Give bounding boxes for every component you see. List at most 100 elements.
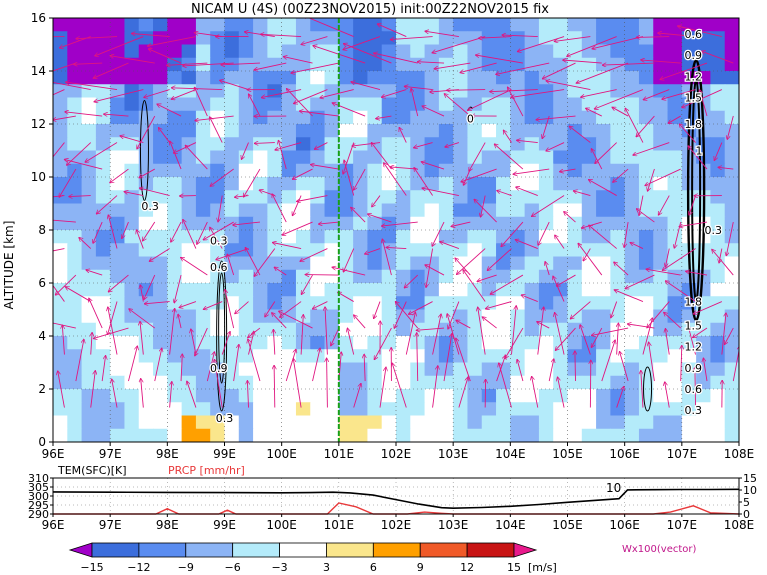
surface-x-tick-label: 101E — [324, 518, 355, 532]
contour-label: 1 — [695, 145, 702, 158]
y-tick-label: 4 — [38, 329, 46, 343]
left-tick-label: 295 — [28, 499, 49, 512]
x-tick-label: 102E — [381, 447, 412, 461]
left-tick-label: 300 — [28, 490, 49, 503]
contour-label: 0.6 — [685, 383, 703, 396]
right-tick-label: 5 — [743, 496, 750, 509]
colorbar-tick-label: 9 — [417, 561, 424, 574]
surface-x-tick-label: 97E — [99, 518, 122, 532]
contour-label: 0.3 — [210, 235, 228, 248]
y-tick-label: 10 — [31, 170, 46, 184]
colorbar-tick-label: 6 — [370, 561, 377, 574]
colorbar-unit: [m/s] — [528, 561, 557, 574]
left-tick-label: 305 — [28, 481, 49, 494]
left-tick-label: 310 — [28, 472, 49, 485]
surface-x-tick-label: 100E — [266, 518, 297, 532]
surface-panel: TEM(SFC)[K] PRCP [mm/hr] 10 310305300295… — [28, 464, 757, 532]
contour-label: 1.8 — [685, 296, 703, 309]
contour-label: 1.8 — [685, 118, 703, 131]
temperature-annotation: 10 — [606, 481, 621, 495]
contour-lines — [139, 59, 706, 412]
precipitation-line — [53, 502, 740, 515]
surface-gridlines — [53, 478, 739, 514]
x-tick-label: 103E — [438, 447, 469, 461]
legend-temperature: TEM(SFC)[K] — [57, 464, 127, 477]
y-axis-ticks: 0 2 4 6 8 10 12 14 16 — [31, 11, 53, 449]
colorbar-tick-label: 12 — [460, 561, 474, 574]
colorbar-box — [466, 542, 515, 558]
contour-label: 0 — [467, 113, 474, 126]
colorbar-tick-label: 15 — [507, 561, 521, 574]
colorbar-arrow-right — [513, 542, 538, 558]
colorbar-tick-label: −12 — [127, 561, 150, 574]
colorbar-box — [326, 542, 374, 558]
x-tick-label: 104E — [495, 447, 526, 461]
left-tick-label: 290 — [28, 508, 49, 521]
wind-field — [53, 18, 739, 442]
x-tick-label: 108E — [724, 447, 755, 461]
colorbar-box — [185, 542, 234, 558]
contour-label: 1.5 — [685, 92, 703, 105]
y-tick-label: 12 — [31, 117, 46, 131]
colorbar-tick-label: −6 — [225, 561, 241, 574]
wind-vectors — [53, 18, 739, 408]
colorbar-box — [138, 542, 187, 558]
contour-label: 0.6 — [685, 28, 703, 41]
colorbar-box — [91, 542, 140, 558]
contour-label: 0.9 — [685, 49, 703, 62]
y-axis-label: ALTITUDE [km] — [2, 221, 16, 310]
surface-x-tick-label: 108E — [724, 518, 755, 532]
colorbar-tick-label: −15 — [80, 561, 103, 574]
colorbar: −15 −12 −9 −6 −3 3 6 9 12 15 [m/s] — [68, 542, 557, 574]
x-axis-ticks: 96E 97E 98E 99E 100E 101E 102E 103E 104E 105E 106E… — [42, 442, 755, 461]
colorbar-box — [279, 542, 327, 558]
surface-x-tick-label: 103E — [438, 518, 469, 532]
y-tick-label: 14 — [31, 64, 46, 78]
contour-label: 1.2 — [685, 70, 703, 83]
vector-note: Wx100(vector) — [622, 544, 697, 555]
legend-precipitation: PRCP [mm/hr] — [168, 464, 245, 477]
y-tick-label: 16 — [31, 11, 46, 25]
contour-label: 0.3 — [685, 404, 703, 417]
y-tick-label: 0 — [38, 435, 46, 449]
surface-x-tick-label: 96E — [42, 518, 65, 532]
colorbar-box — [372, 542, 421, 558]
y-tick-label: 8 — [38, 223, 46, 237]
x-tick-label: 106E — [609, 447, 640, 461]
contour-label: 0.6 — [210, 261, 228, 274]
surface-x-tick-label: 107E — [667, 518, 698, 532]
surface-x-tick-label: 104E — [495, 518, 526, 532]
colorbar-tick-label: 3 — [323, 561, 330, 574]
x-tick-label: 97E — [99, 447, 122, 461]
surface-frame — [52, 477, 740, 515]
x-tick-label: 101E — [324, 447, 355, 461]
colorbar-boxes — [68, 542, 538, 558]
y-tick-label: 2 — [38, 382, 46, 396]
surface-x-tick-label: 98E — [156, 518, 179, 532]
x-tick-label: 98E — [156, 447, 179, 461]
surface-x-axis-ticks: 96E 97E 98E 99E 100E 101E 102E 103E 104E 105E 106E… — [42, 514, 755, 532]
surface-x-tick-label: 105E — [552, 518, 583, 532]
temperature-line — [52, 488, 740, 510]
chart-title: NICAM U (4S) (00Z23NOV2015) init:00Z22NO… — [191, 2, 549, 17]
colorbar-arrow-left — [68, 542, 93, 558]
contour-label: 1.2 — [685, 341, 703, 354]
colorbar-tick-label: −3 — [271, 561, 287, 574]
contour-label: 1.5 — [685, 319, 703, 332]
right-tick-label: 0 — [743, 508, 750, 521]
contour-labels: 0.3 0.3 0.6 0.9 0.3 0 0.6 0.9 1.2 1.5 1.8 1 0.3 1.8 1.… — [140, 27, 723, 427]
contour-label: 0.9 — [210, 362, 228, 375]
colorbar-tick-label: −9 — [178, 561, 194, 574]
contour-label: 0.9 — [685, 362, 703, 375]
colorbar-box — [419, 542, 468, 558]
colorbar-ticks: −15 −12 −9 −6 −3 3 6 9 12 15 — [80, 561, 521, 574]
x-tick-label: 100E — [266, 447, 297, 461]
x-tick-label: 107E — [667, 447, 698, 461]
x-tick-label: 105E — [552, 447, 583, 461]
main-panel: 0.3 0.3 0.6 0.9 0.3 0 0.6 0.9 1.2 1.5 1.8 1 0.3 1.8 1.… — [2, 11, 754, 461]
contour-label: 0.3 — [141, 200, 159, 213]
right-tick-label: 10 — [743, 484, 757, 497]
